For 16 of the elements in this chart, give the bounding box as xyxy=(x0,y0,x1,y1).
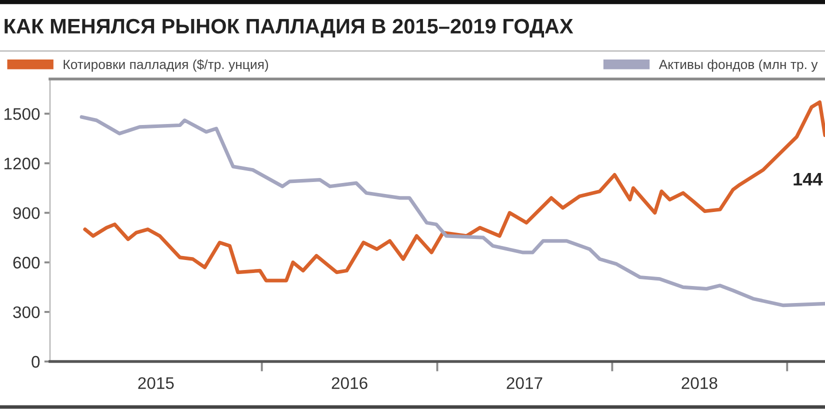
line-series xyxy=(83,100,825,282)
chart-title: КАК МЕНЯЛСЯ РЫНОК ПАЛЛАДИЯ В 2015–2019 ГОДАХ xyxy=(4,18,574,38)
y-tick-label: 1500 xyxy=(4,108,40,120)
legend-label: Котировки палладия ($/тр. унция) xyxy=(64,59,268,72)
line-series xyxy=(80,115,825,308)
x-tick-label: 2017 xyxy=(506,377,542,390)
x-tick-label: 2018 xyxy=(682,377,718,390)
y-tick-label: 900 xyxy=(13,207,40,220)
y-tick-label: 1200 xyxy=(4,158,40,170)
x-tick-label: 2015 xyxy=(138,377,174,390)
y-tick-label: 0 xyxy=(32,356,40,368)
annotation: 144 xyxy=(794,172,823,186)
y-tick-label: 600 xyxy=(13,256,40,269)
y-tick-label: 300 xyxy=(13,306,40,318)
x-tick-label: 2016 xyxy=(332,377,368,390)
legend-label: Активы фондов (млн тр. у xyxy=(658,59,818,72)
